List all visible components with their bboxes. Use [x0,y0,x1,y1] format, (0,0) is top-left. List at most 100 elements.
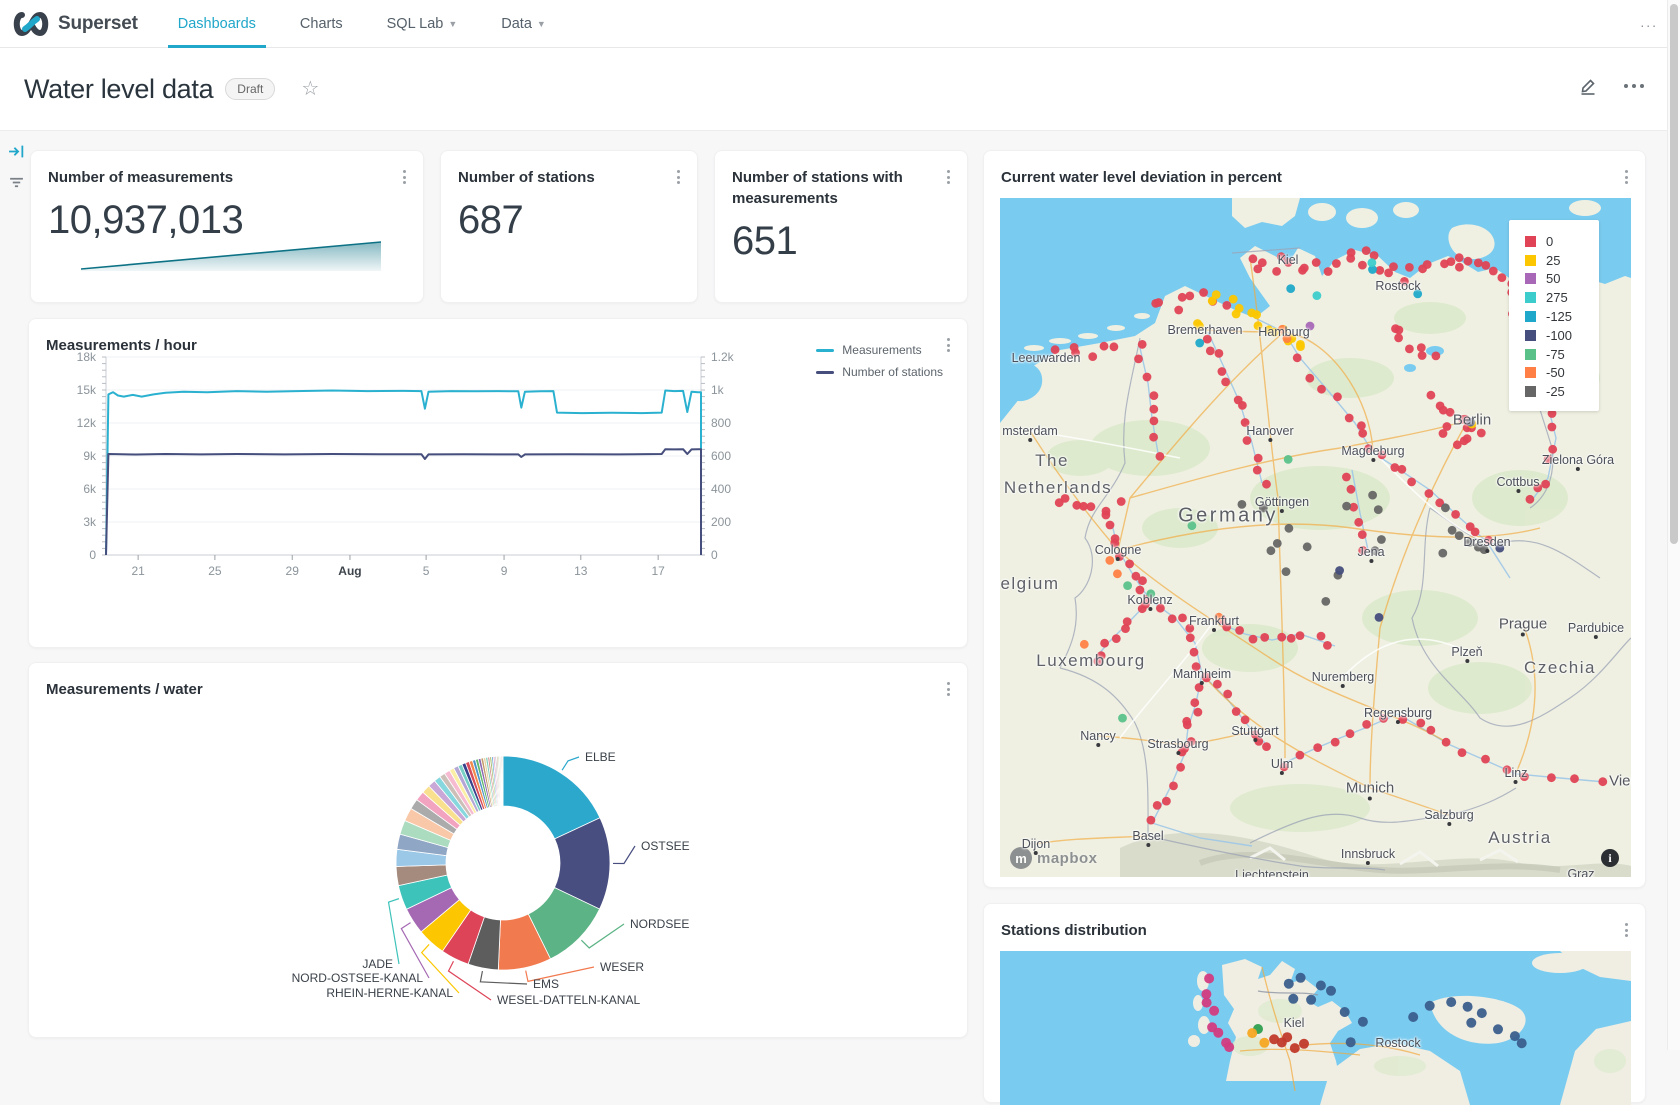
chevron-down-icon: ▼ [536,18,546,29]
svg-text:25: 25 [208,564,222,578]
header-menu-ellipsis[interactable] [1624,84,1644,88]
line-chart[interactable]: 0 0 3k 200 6k 400 9k 600 12k 800 15k 1k 18k 1.2k 21 25 2… [29,349,969,609]
panel-options-kebab[interactable] [1622,920,1631,940]
donut-chart[interactable]: ELBE OSTSEE NORDSEE WESER EMS WESEL-DATTELN-K… [29,693,969,1039]
map-legend-item--75: -75 [1525,345,1599,364]
svg-text:18k: 18k [77,350,97,364]
pie-label-leader [580,923,625,949]
pie-slice-label: WESEL-DATTELN-KANAL [497,993,640,1007]
station-dots-E04355 [1151,288,1232,315]
panel-title: Measurements / water [46,681,203,698]
pie-slice[interactable] [501,755,504,807]
nav-item-dashboards[interactable]: Dashboards [156,0,278,48]
station-dots-454E7C [1335,417,1505,622]
station-dots-666666 [1237,490,1450,606]
nav-item-charts[interactable]: Charts [299,15,343,32]
station-dots-3CCCCB [1312,258,1377,300]
favorite-star-icon[interactable]: ☆ [301,78,320,100]
panel-number-of-stations: Number of stations 687 [440,150,698,303]
panel-water-level-deviation-map: Current water level deviation in percent [983,150,1646,888]
pie-slice-label: OSTSEE [641,839,690,853]
legend-swatch [1525,235,1536,247]
pie-label-leader [561,756,580,771]
svg-text:12k: 12k [77,416,97,430]
edit-pencil-icon[interactable] [1578,76,1598,96]
big-number-value: 687 [458,198,524,242]
station-dots-A868B7 [1305,321,1315,331]
panel-options-kebab[interactable] [400,167,409,187]
deviation-map-canvas[interactable]: 0 25 50 275 -125 -100 -75 -50 -25 m mapbox i Kie… [1000,198,1631,877]
legend-item-number-of-stations[interactable]: Number of stations [816,365,943,379]
pie-label-leader [525,966,595,983]
nav-item-sql-lab[interactable]: SQL Lab ▼ [386,15,458,32]
svg-text:Aug: Aug [338,564,361,578]
panel-options-kebab[interactable] [944,167,953,187]
country-borders [1059,247,1631,871]
panel-options-kebab[interactable] [944,679,953,699]
legend-label: Measurements [842,343,922,357]
expand-filter-bar-icon[interactable] [6,141,27,162]
legend-label: -100 [1546,327,1573,343]
nav-overflow-button[interactable]: ... [1640,14,1658,30]
svg-text:9k: 9k [83,449,97,463]
station-dots-E04355 [1217,615,1332,650]
legend-item-measurements[interactable]: Measurements [816,343,943,357]
pie-label-leader [479,970,528,985]
svg-text:29: 29 [286,564,300,578]
map-legend-item-25: 25 [1525,251,1599,270]
panel-title: Number of measurements [48,169,234,186]
station-dots-E04355 [1050,341,1119,361]
roads [1029,257,1541,845]
mapbox-logo-icon: m [1010,847,1032,869]
scrollbar-thumb[interactable] [1670,4,1678,544]
dashboard-header: Water level data Draft ☆ [0,48,1680,131]
station-dots-E04355 [1202,334,1271,489]
panel-measurements-per-hour: Measurements / hour Measurements Number o… [28,318,968,648]
series-line-number-of-stations [105,448,702,556]
pie-label-leader [420,944,460,994]
pie-label-leader [400,922,430,979]
station-dots-E04355 [1093,599,1150,666]
top-navbar: Superset Dashboards Charts SQL Lab ▼ Data ▼ .… [0,0,1680,48]
svg-text:21: 21 [131,564,145,578]
map-legend-item--50: -50 [1525,364,1599,383]
svg-text:1.2k: 1.2k [711,350,735,364]
legend-swatch [1525,254,1536,266]
station-dots-C0392B [1269,1032,1309,1054]
panel-options-kebab[interactable] [674,167,683,187]
legend-label: -125 [1546,309,1573,325]
superset-logo[interactable]: Superset [0,11,156,37]
panel-options-kebab[interactable] [944,335,953,355]
pie-slice-label: ELBE [585,750,616,764]
station-dots-E04355 [1134,340,1165,461]
svg-text:13: 13 [574,564,588,578]
panel-options-kebab[interactable] [1622,167,1631,187]
legend-label: 0 [1546,233,1554,249]
pie-label-leader [612,845,636,865]
map-legend-item-0: 0 [1525,232,1599,251]
filter-rail [4,141,28,193]
svg-text:600: 600 [711,449,731,463]
legend-label: 50 [1546,271,1561,287]
panel-title: Measurements / hour [46,337,197,354]
station-dots-E04355 [1426,390,1486,450]
alps-terrain [1120,832,1631,877]
legend-swatch [1525,348,1536,360]
station-dots-E04355 [1279,714,1608,787]
legend-label: -50 [1546,365,1565,381]
pie-label-leader [387,898,400,965]
legend-label: 275 [1546,290,1568,306]
stations-map-canvas[interactable]: Kiel Rostock [1000,951,1631,1105]
mapbox-attribution[interactable]: m mapbox [1010,847,1098,869]
map-legend-item--100: -100 [1525,326,1599,345]
station-dots-F5A623 [1247,1028,1270,1048]
filter-icon[interactable] [6,172,27,193]
nav-item-data[interactable]: Data ▼ [501,15,546,32]
main-nav: Dashboards Charts SQL Lab ▼ Data ▼ [156,0,568,48]
panel-stations-distribution: Stations distribution [983,903,1646,1105]
station-dots-E04355 [1201,672,1271,751]
panel-number-of-measurements: Number of measurements 10,937,013 [30,150,424,303]
svg-text:0: 0 [89,548,96,562]
panel-title: Number of stations with measurements [732,169,903,207]
map-info-icon[interactable]: i [1601,849,1619,867]
